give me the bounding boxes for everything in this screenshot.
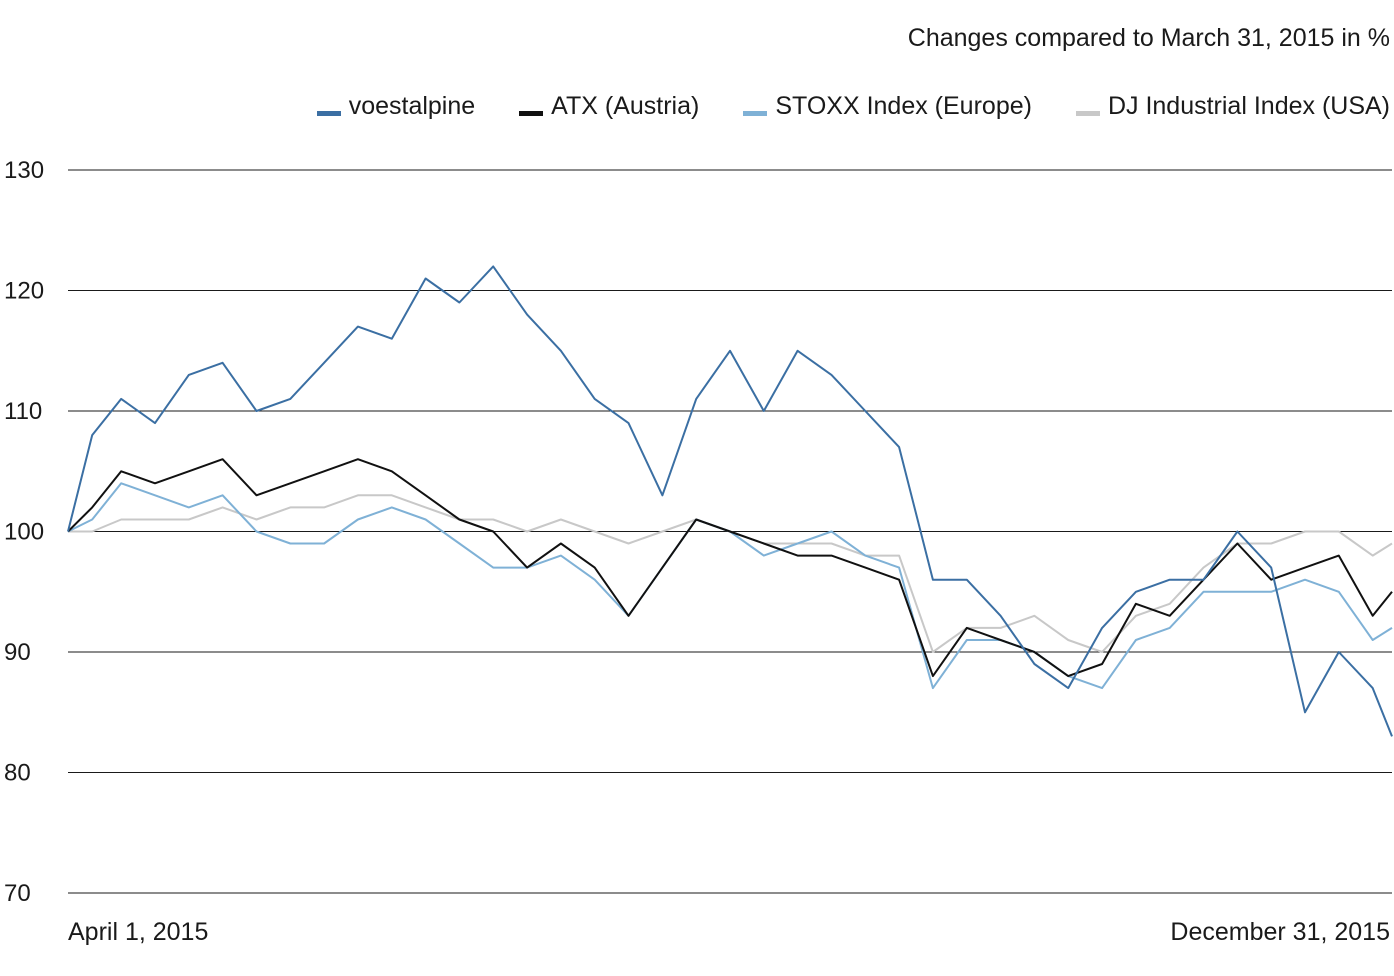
legend-item-stoxx: STOXX Index (Europe) xyxy=(743,92,1032,121)
legend-label-stoxx: STOXX Index (Europe) xyxy=(775,92,1032,120)
legend-label-voestalpine: voestalpine xyxy=(348,92,476,120)
legend-swatch-dj xyxy=(1075,111,1100,116)
legend-label-dj: DJ Industrial Index (USA) xyxy=(1107,92,1390,120)
y-tick-label: 120 xyxy=(4,278,44,305)
y-tick-label: 90 xyxy=(4,639,31,666)
series-line-dj-industrial-index-usa xyxy=(68,494,1393,653)
legend-swatch-stoxx xyxy=(743,111,768,116)
x-axis-start-label: April 1, 2015 xyxy=(68,918,209,946)
legend-label-atx: ATX (Austria) xyxy=(551,92,700,120)
y-tick-label: 70 xyxy=(4,880,31,907)
x-axis-end-label: December 31, 2015 xyxy=(1170,918,1390,946)
series-line-stoxx-index-europe xyxy=(67,482,1393,690)
legend: voestalpine ATX (Austria) STOXX Index (E… xyxy=(316,92,1390,121)
y-tick-label: 130 xyxy=(4,157,44,184)
legend-swatch-atx xyxy=(519,111,544,116)
legend-item-voestalpine: voestalpine xyxy=(316,92,476,121)
legend-item-atx: ATX (Austria) xyxy=(519,92,699,121)
gridlines xyxy=(68,169,1392,894)
y-tick-label: 100 xyxy=(4,519,44,546)
chart-subtitle: Changes compared to March 31, 2015 in % xyxy=(907,24,1390,52)
legend-swatch-voestalpine xyxy=(316,111,341,116)
series-lines xyxy=(67,265,1393,737)
y-axis-ticks: 130 120 110 100 90 80 70 xyxy=(4,157,44,907)
series-line-atx-austria xyxy=(67,458,1393,678)
series-line-voestalpine xyxy=(67,265,1393,737)
y-tick-label: 80 xyxy=(4,760,31,787)
y-tick-label: 110 xyxy=(4,398,42,425)
legend-item-dj: DJ Industrial Index (USA) xyxy=(1075,92,1390,121)
